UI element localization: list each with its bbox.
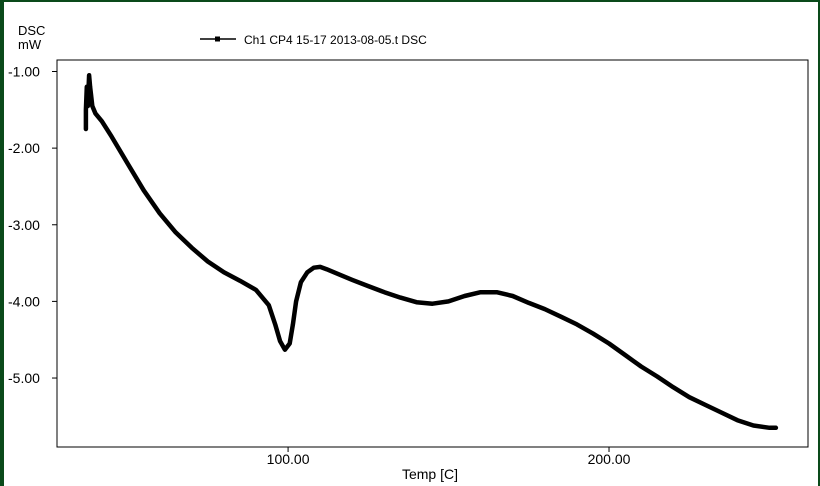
plot-area [56, 59, 809, 448]
y-tick-label: -2.00 [8, 140, 40, 156]
y-axis: -1.00 -2.00 -3.00 -4.00 -5.00 [8, 63, 57, 386]
y-axis-label-line1: DSC [18, 23, 45, 38]
y-tick-label: -1.00 [8, 63, 40, 79]
series-line-0 [83, 73, 779, 431]
series-layer [83, 73, 779, 431]
y-tick-label: -3.00 [8, 217, 40, 233]
legend-label: Ch1 CP4 15-17 2013-08-05.t DSC [244, 33, 427, 47]
x-axis-label: Temp [C] [402, 466, 458, 482]
y-tick-label: -5.00 [8, 370, 40, 386]
x-tick-label: 100.00 [267, 451, 310, 467]
x-tick-label: 200.00 [588, 451, 631, 467]
y-tick-label: -4.00 [8, 293, 40, 309]
legend: Ch1 CP4 15-17 2013-08-05.t DSC [200, 33, 427, 47]
x-axis: 100.00 200.00 [267, 447, 631, 467]
legend-marker [215, 36, 220, 42]
y-axis-label-line2: mW [18, 37, 42, 52]
